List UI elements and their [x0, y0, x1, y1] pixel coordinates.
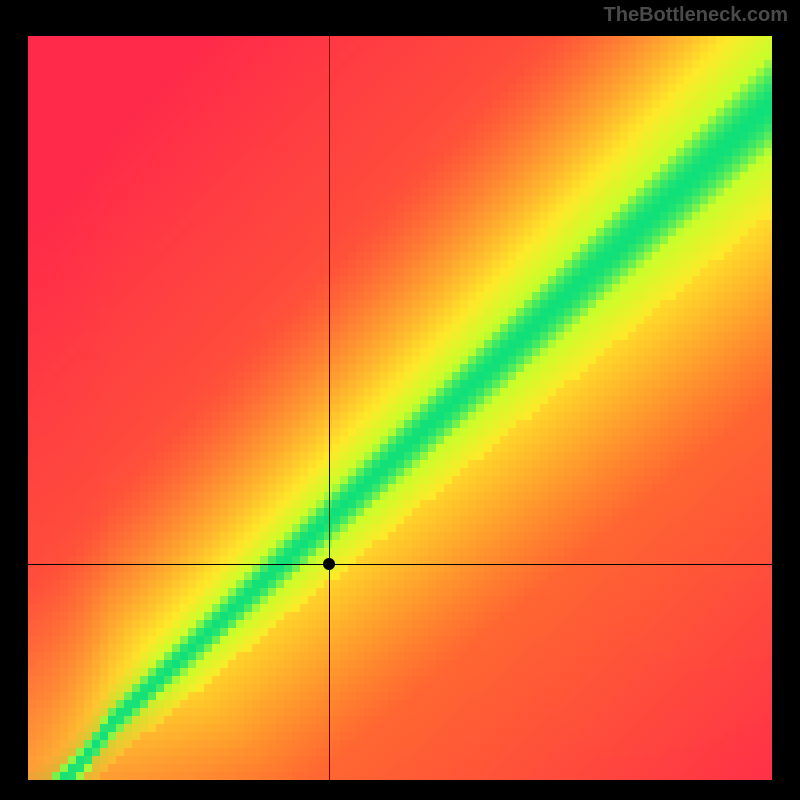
plot-frame [15, 30, 785, 788]
watermark-text: TheBottleneck.com [604, 4, 788, 27]
data-point-marker [323, 558, 335, 570]
plot-area [28, 36, 772, 780]
heatmap-canvas [28, 36, 772, 780]
crosshair-vertical [329, 36, 330, 780]
crosshair-horizontal [28, 564, 772, 565]
